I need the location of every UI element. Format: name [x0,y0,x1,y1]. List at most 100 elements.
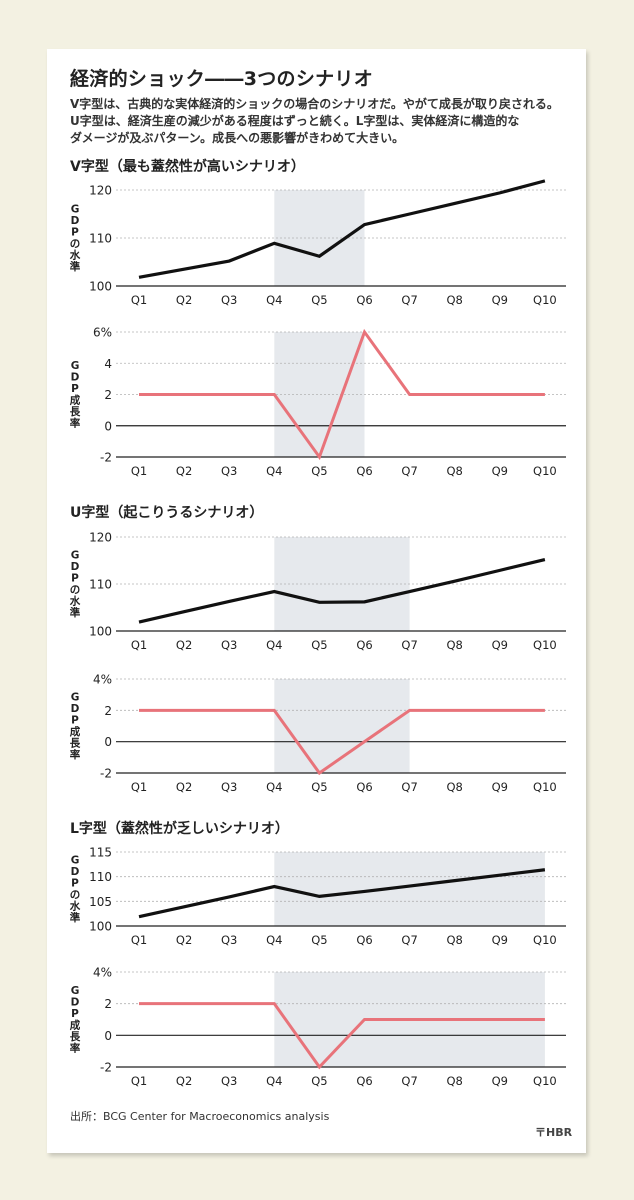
y-axis-label-char: 準 [70,260,81,273]
gdp-level-line [138,558,546,624]
y-axis-label-char: P [71,878,79,890]
x-tick-label: Q2 [176,293,192,307]
x-tick-label: Q1 [131,933,147,947]
x-tick-label: Q4 [266,638,282,652]
y-tick-label: 2 [104,704,112,718]
x-tick-label: Q2 [176,1074,192,1088]
x-tick-label: Q9 [492,638,508,652]
y-axis-label-char: の [70,238,81,250]
hbr-logo-icon: 〒 [535,1126,546,1139]
gdp-growth-line [139,328,545,461]
y-tick-label: 100 [89,280,112,294]
y-axis-label-char: G [71,692,80,704]
y-axis-label-char: D [71,372,80,384]
y-tick-label: 120 [89,184,112,198]
y-tick-label: 120 [89,531,112,545]
x-tick-label: Q5 [311,1074,327,1088]
y-axis-label-char: 長 [70,738,81,750]
x-tick-label: Q2 [176,933,192,947]
x-tick-label: Q7 [401,638,417,652]
x-tick-label: Q10 [533,933,557,947]
description: V字型は、古典的な実体経済的ショックの場合のシナリオだ。やがて成長が取り戻される… [70,96,570,147]
x-tick-label: Q8 [447,464,463,478]
x-tick-label: Q7 [401,1074,417,1088]
y-tick-label: 6% [93,326,112,340]
shock-period-band [274,190,365,286]
x-tick-label: Q7 [401,780,417,794]
y-axis-label-char: D [71,215,80,227]
y-tick-label: 0 [104,1029,112,1043]
x-tick-label: Q9 [492,464,508,478]
hbr-logo: 〒HBR [535,1124,572,1140]
x-tick-label: Q6 [356,464,372,478]
y-axis-label-char: の [70,889,81,901]
x-tick-label: Q4 [266,293,282,307]
shock-period-band [274,852,545,926]
description-line: V字型は、古典的な実体経済的ショックの場合のシナリオだ。やがて成長が取り戻される… [70,97,559,111]
y-axis-label-char: P [71,383,79,395]
hbr-logo-text: HBR [546,1126,573,1139]
gdp-growth-line [139,708,545,776]
y-axis-label-char: 長 [70,406,81,418]
y-tick-label: -2 [100,767,112,781]
y-tick-label: 2 [104,997,112,1011]
y-axis-label-char: G [71,550,80,562]
gdp-level-line [138,179,546,279]
y-tick-label: 115 [89,846,112,860]
x-tick-label: Q3 [221,464,237,478]
x-tick-label: Q2 [176,464,192,478]
y-axis-label-char: P [71,227,79,239]
y-axis-label-char: 長 [70,1031,81,1043]
y-axis-label-char: 水 [69,595,81,608]
x-tick-label: Q3 [221,638,237,652]
description-line: ダメージが及ぶパターン。成長への悪影響がきわめて大きい。 [70,131,405,145]
x-tick-label: Q1 [131,638,147,652]
y-tick-label: 110 [89,870,112,884]
y-axis-label-char: 成 [70,725,81,738]
x-tick-label: Q1 [131,1074,147,1088]
y-axis-label-char: 成 [70,1019,81,1032]
x-tick-label: Q5 [311,933,327,947]
x-tick-label: Q4 [266,1074,282,1088]
x-tick-label: Q2 [176,780,192,794]
y-axis-label-char: G [71,855,80,867]
page-title: 経済的ショック――3つのシナリオ [70,68,374,90]
x-tick-label: Q2 [176,638,192,652]
x-tick-label: Q10 [533,1074,557,1088]
x-tick-label: Q10 [533,293,557,307]
x-tick-label: Q6 [356,293,372,307]
x-tick-label: Q9 [492,780,508,794]
x-tick-label: Q9 [492,933,508,947]
x-tick-label: Q4 [266,933,282,947]
y-axis-label-char: 率 [70,1042,81,1055]
y-axis-label-char: 水 [69,249,81,262]
x-tick-label: Q5 [311,464,327,478]
x-tick-label: Q4 [266,780,282,794]
x-tick-label: Q3 [221,933,237,947]
source-note: 出所：BCG Center for Macroeconomics analysi… [70,1110,330,1123]
x-tick-label: Q6 [356,638,372,652]
x-tick-label: Q1 [131,780,147,794]
x-tick-label: Q5 [311,293,327,307]
x-tick-label: Q7 [401,464,417,478]
x-tick-label: Q4 [266,464,282,478]
y-tick-label: 2 [104,388,112,402]
x-tick-label: Q1 [131,464,147,478]
description-line: U字型は、経済生産の減少がある程度はずっと続く。L字型は、実体経済に構造的な [70,114,520,128]
x-tick-label: Q8 [447,780,463,794]
y-tick-label: -2 [100,1061,112,1075]
x-tick-label: Q1 [131,293,147,307]
x-tick-label: Q10 [533,780,557,794]
y-axis-label-char: 成 [70,394,81,407]
y-tick-label: 105 [89,895,112,909]
y-axis-label-char: D [71,703,80,715]
x-tick-label: Q5 [311,780,327,794]
x-tick-label: Q3 [221,1074,237,1088]
y-axis-label-char: 率 [70,417,81,430]
x-tick-label: Q3 [221,780,237,794]
x-tick-label: Q10 [533,464,557,478]
shock-period-band [274,332,365,457]
x-tick-label: Q6 [356,1074,372,1088]
scenario-title-v: V字型（最も蓋然性が高いシナリオ） [70,159,305,175]
y-tick-label: 110 [89,232,112,246]
